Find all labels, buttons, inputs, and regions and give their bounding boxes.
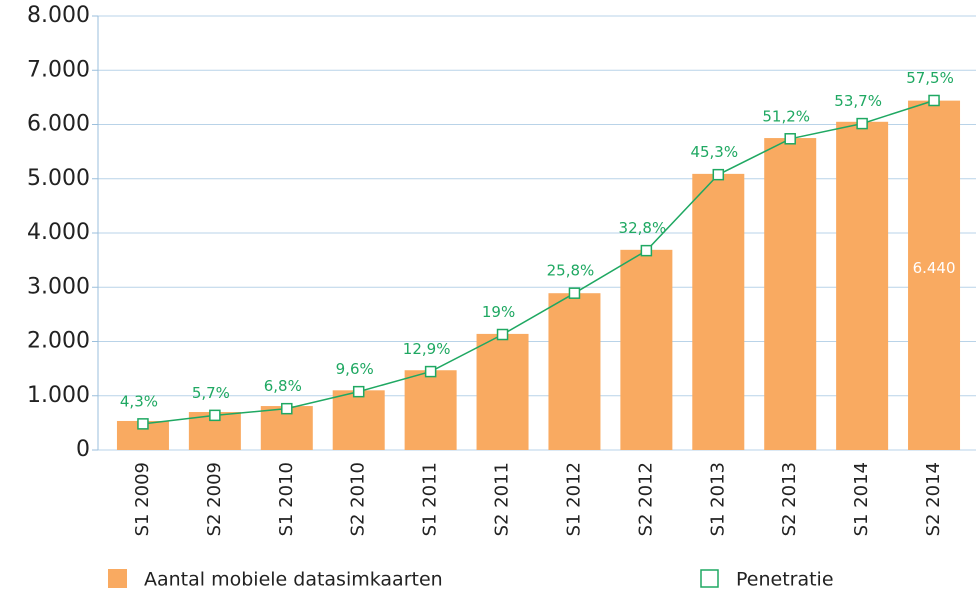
x-tick-label: S2 2012	[635, 462, 656, 536]
legend-swatch	[700, 569, 719, 588]
bar-label: 6.440	[913, 259, 956, 277]
y-tick-label: 5.000	[27, 166, 90, 191]
point-label: 19%	[482, 303, 515, 321]
y-tick-label: 1.000	[27, 383, 90, 408]
line-point	[856, 117, 868, 130]
point-label: 57,5%	[906, 69, 954, 87]
point-label: 5,7%	[192, 384, 230, 402]
line-point	[352, 385, 365, 398]
line-point	[712, 168, 725, 181]
line-point	[784, 133, 796, 145]
line-point	[496, 328, 509, 341]
y-tick-label: 8.000	[27, 3, 90, 28]
legend-label: Aantal mobiele datasimkaarten	[144, 569, 443, 591]
y-tick-label: 4.000	[27, 220, 90, 245]
bar	[548, 293, 601, 450]
x-tick-label: S2 2010	[348, 462, 369, 536]
y-tick-label: 2.000	[27, 329, 90, 354]
line-point	[928, 94, 940, 107]
point-label: 25,8%	[547, 262, 595, 280]
line-point	[424, 365, 437, 378]
point-label: 6,8%	[264, 377, 302, 395]
line	[142, 99, 935, 425]
bar	[692, 173, 745, 450]
x-tick-label: S1 2011	[420, 462, 441, 536]
line-point	[568, 287, 581, 299]
point-label: 32,8%	[619, 219, 667, 237]
line-point	[640, 244, 653, 257]
x-tick-label: S2 2011	[492, 462, 513, 536]
line-point	[209, 409, 221, 422]
bar	[764, 138, 817, 450]
x-tick-label: S2 2013	[779, 462, 800, 536]
point-label: 45,3%	[690, 143, 738, 161]
point-label: 4,3%	[120, 392, 158, 410]
bar	[908, 100, 961, 450]
y-tick-label: 6.000	[27, 112, 90, 137]
x-tick-label: S1 2010	[276, 462, 297, 536]
x-tick-label: S1 2012	[563, 462, 584, 536]
bar	[836, 121, 889, 450]
line-point	[281, 402, 293, 415]
x-tick-label: S1 2014	[851, 462, 872, 536]
legend-label: Penetratie	[736, 569, 834, 591]
y-tick-label: 0	[76, 437, 90, 462]
x-tick-label: S1 2009	[132, 462, 153, 536]
x-tick-label: S2 2009	[204, 462, 225, 536]
bar	[620, 249, 673, 450]
point-label: 53,7%	[834, 92, 882, 110]
line-point	[137, 418, 149, 430]
point-label: 51,2%	[762, 107, 810, 125]
x-tick-label: S2 2014	[923, 462, 944, 536]
point-label: 9,6%	[336, 360, 374, 378]
legend-swatch	[108, 569, 127, 588]
y-tick-label: 3.000	[27, 274, 90, 299]
bar	[332, 390, 385, 450]
y-tick-label: 7.000	[27, 57, 90, 82]
bar	[404, 370, 457, 450]
x-tick-label: S1 2013	[707, 462, 728, 536]
point-label: 12,9%	[403, 340, 451, 358]
bar	[476, 333, 529, 450]
